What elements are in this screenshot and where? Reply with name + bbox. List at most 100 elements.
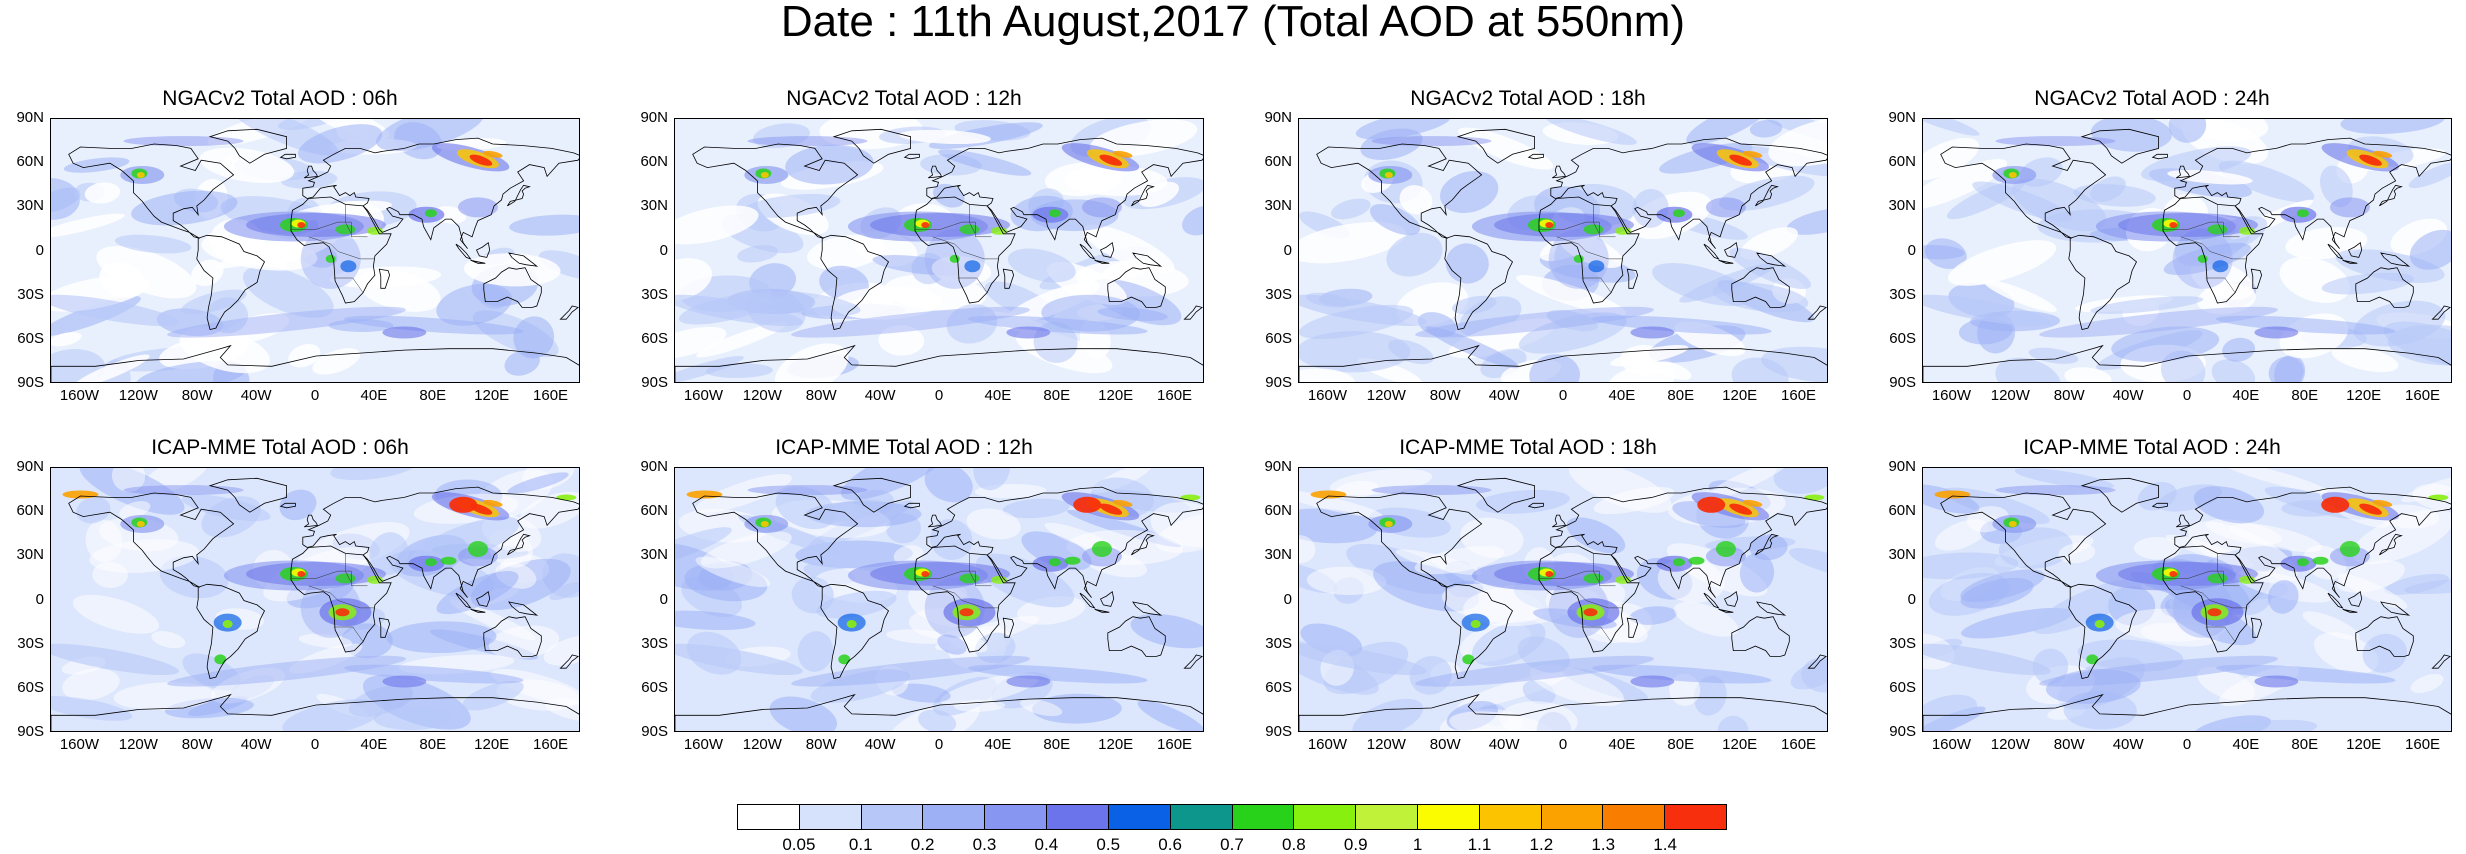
longitude-tick-label: 0 <box>2182 387 2192 404</box>
colorbar-label: 0.1 <box>848 835 873 854</box>
longitude-tick-label: 160E <box>1781 736 1817 753</box>
latitude-axis: 90N 60N 30N 0 30S 60S 90S <box>624 459 668 740</box>
longitude-tick-label: 120W <box>742 387 782 404</box>
longitude-axis: 160W 120W 80W 40W 0 40E 80E 120E 160E <box>1922 737 2452 757</box>
latitude-tick-label: 30S <box>17 285 44 303</box>
longitude-tick-label: 120E <box>1722 387 1758 404</box>
longitude-tick-label: 40W <box>2112 736 2144 753</box>
longitude-tick-label: 0 <box>2182 736 2192 753</box>
latitude-tick-label: 90N <box>1264 458 1292 475</box>
longitude-tick-label: 40W <box>864 736 896 753</box>
longitude-tick-label: 160E <box>1157 387 1193 404</box>
latitude-tick-label: 90N <box>640 109 668 126</box>
colorbar-swatch <box>985 805 1048 829</box>
panel-title: ICAP-MME Total AOD : 18h <box>1399 436 1657 459</box>
colorbar-swatch <box>738 805 800 829</box>
latitude-tick-label: 90N <box>1888 458 1916 475</box>
latitude-tick-label: 30N <box>640 197 668 215</box>
colorbar-label: 1 <box>1412 835 1423 854</box>
colorbar-swatch <box>1479 805 1542 829</box>
aod-map <box>1298 118 1828 383</box>
colorbar-label: 1.3 <box>1591 835 1616 854</box>
longitude-tick-label: 0 <box>1558 387 1568 404</box>
longitude-tick-label: 80W <box>2053 736 2085 753</box>
longitude-tick-label: 80E <box>1667 736 1695 753</box>
colorbar-label: 0.2 <box>910 835 935 854</box>
colorbar-labels: 0.05 0.1 0.2 0.3 0.4 0.5 0.6 0.7 0.8 0.9 1 1.1 1.2 1.… <box>737 836 1727 854</box>
latitude-tick-label: 0 <box>35 241 44 259</box>
aod-map-svg <box>1923 468 2451 731</box>
longitude-tick-label: 40W <box>240 387 272 404</box>
map-panel: ICAP-MME Total AOD : 12h 90N 60N 30N 0 30S 60S… <box>624 436 1204 757</box>
longitude-tick-label: 80E <box>419 736 447 753</box>
longitude-tick-label: 40W <box>864 387 896 404</box>
latitude-tick-label: 60S <box>641 678 668 696</box>
longitude-tick-label: 120W <box>742 736 782 753</box>
panel-title: ICAP-MME Total AOD : 24h <box>2023 436 2281 459</box>
latitude-tick-label: 60S <box>1265 678 1292 696</box>
aod-map-svg <box>1923 119 2451 382</box>
longitude-tick-label: 80E <box>1043 387 1071 404</box>
latitude-tick-label: 30N <box>1264 546 1292 564</box>
map-panel: NGACv2 Total AOD : 12h 90N 60N 30N 0 30S 60S 90… <box>624 87 1204 408</box>
longitude-axis: 160W 120W 80W 40W 0 40E 80E 120E 160E <box>1922 388 2452 408</box>
latitude-tick-label: 0 <box>1907 590 1916 608</box>
longitude-tick-label: 40E <box>984 387 1012 404</box>
panel-title: NGACv2 Total AOD : 12h <box>786 87 1022 110</box>
aod-map <box>1298 467 1828 732</box>
longitude-tick-label: 40W <box>1488 387 1520 404</box>
longitude-tick-label: 160W <box>683 736 724 753</box>
colorbar-label: 0.7 <box>1220 835 1244 854</box>
colorbar-swatch <box>1294 805 1357 829</box>
longitude-axis: 160W 120W 80W 40W 0 40E 80E 120E 160E <box>674 388 1204 408</box>
latitude-axis: 90N 60N 30N 0 30S 60S 90S <box>1872 110 1916 391</box>
colorbar-swatch <box>1170 805 1233 829</box>
latitude-tick-label: 90N <box>640 458 668 475</box>
longitude-tick-label: 120E <box>2346 736 2382 753</box>
longitude-tick-label: 120E <box>1722 736 1758 753</box>
longitude-tick-label: 80W <box>1429 736 1461 753</box>
latitude-tick-label: 0 <box>1283 241 1292 259</box>
map-panel: NGACv2 Total AOD : 24h 90N 60N 30N 0 30S 60S 90… <box>1872 88 2452 408</box>
latitude-tick-label: 30S <box>17 634 44 652</box>
latitude-tick-label: 0 <box>1907 241 1916 259</box>
longitude-tick-label: 160W <box>1307 387 1348 404</box>
panel-title: ICAP-MME Total AOD : 12h <box>775 436 1033 459</box>
aod-map-svg <box>675 468 1203 731</box>
colorbar-swatch <box>861 805 924 829</box>
longitude-tick-label: 40E <box>360 387 388 404</box>
longitude-tick-label: 120E <box>1098 736 1134 753</box>
longitude-tick-label: 80W <box>181 387 213 404</box>
latitude-tick-label: 30N <box>1264 197 1292 215</box>
longitude-tick-label: 160W <box>59 736 100 753</box>
longitude-axis: 160W 120W 80W 40W 0 40E 80E 120E 160E <box>50 737 580 757</box>
latitude-tick-label: 60N <box>1888 153 1916 171</box>
latitude-tick-label: 90N <box>16 109 44 126</box>
latitude-tick-label: 30N <box>16 197 44 215</box>
colorbar-label: 1.4 <box>1653 835 1677 854</box>
colorbar-swatch <box>1665 805 1726 829</box>
latitude-tick-label: 0 <box>35 590 44 608</box>
longitude-tick-label: 40W <box>2112 387 2144 404</box>
longitude-tick-label: 80W <box>805 387 837 404</box>
longitude-axis: 160W 120W 80W 40W 0 40E 80E 120E 160E <box>674 737 1204 757</box>
longitude-axis: 160W 120W 80W 40W 0 40E 80E 120E 160E <box>1298 737 1828 757</box>
colorbar-label: 0.9 <box>1343 835 1368 854</box>
longitude-axis: 160W 120W 80W 40W 0 40E 80E 120E 160E <box>1298 388 1828 408</box>
latitude-axis: 90N 60N 30N 0 30S 60S 90S <box>0 459 44 740</box>
map-panel: ICAP-MME Total AOD : 18h 90N 60N 30N 0 30S 60S… <box>1248 436 1828 757</box>
colorbar-swatch <box>799 805 862 829</box>
aod-map-svg <box>675 119 1203 382</box>
latitude-tick-label: 60N <box>640 502 668 520</box>
longitude-tick-label: 160W <box>59 387 100 404</box>
latitude-tick-label: 60S <box>1889 329 1916 347</box>
latitude-tick-label: 90S <box>1265 723 1292 740</box>
latitude-axis: 90N 60N 30N 0 30S 60S 90S <box>624 110 668 391</box>
aod-map <box>1922 118 2452 383</box>
aod-map <box>674 118 1204 383</box>
map-panel: NGACv2 Total AOD : 06h 90N 60N 30N 0 30S 60S 90… <box>0 88 580 408</box>
aod-map <box>50 118 580 383</box>
longitude-tick-label: 40E <box>1608 736 1636 753</box>
longitude-tick-label: 160E <box>1157 736 1193 753</box>
latitude-tick-label: 90N <box>1264 109 1292 126</box>
